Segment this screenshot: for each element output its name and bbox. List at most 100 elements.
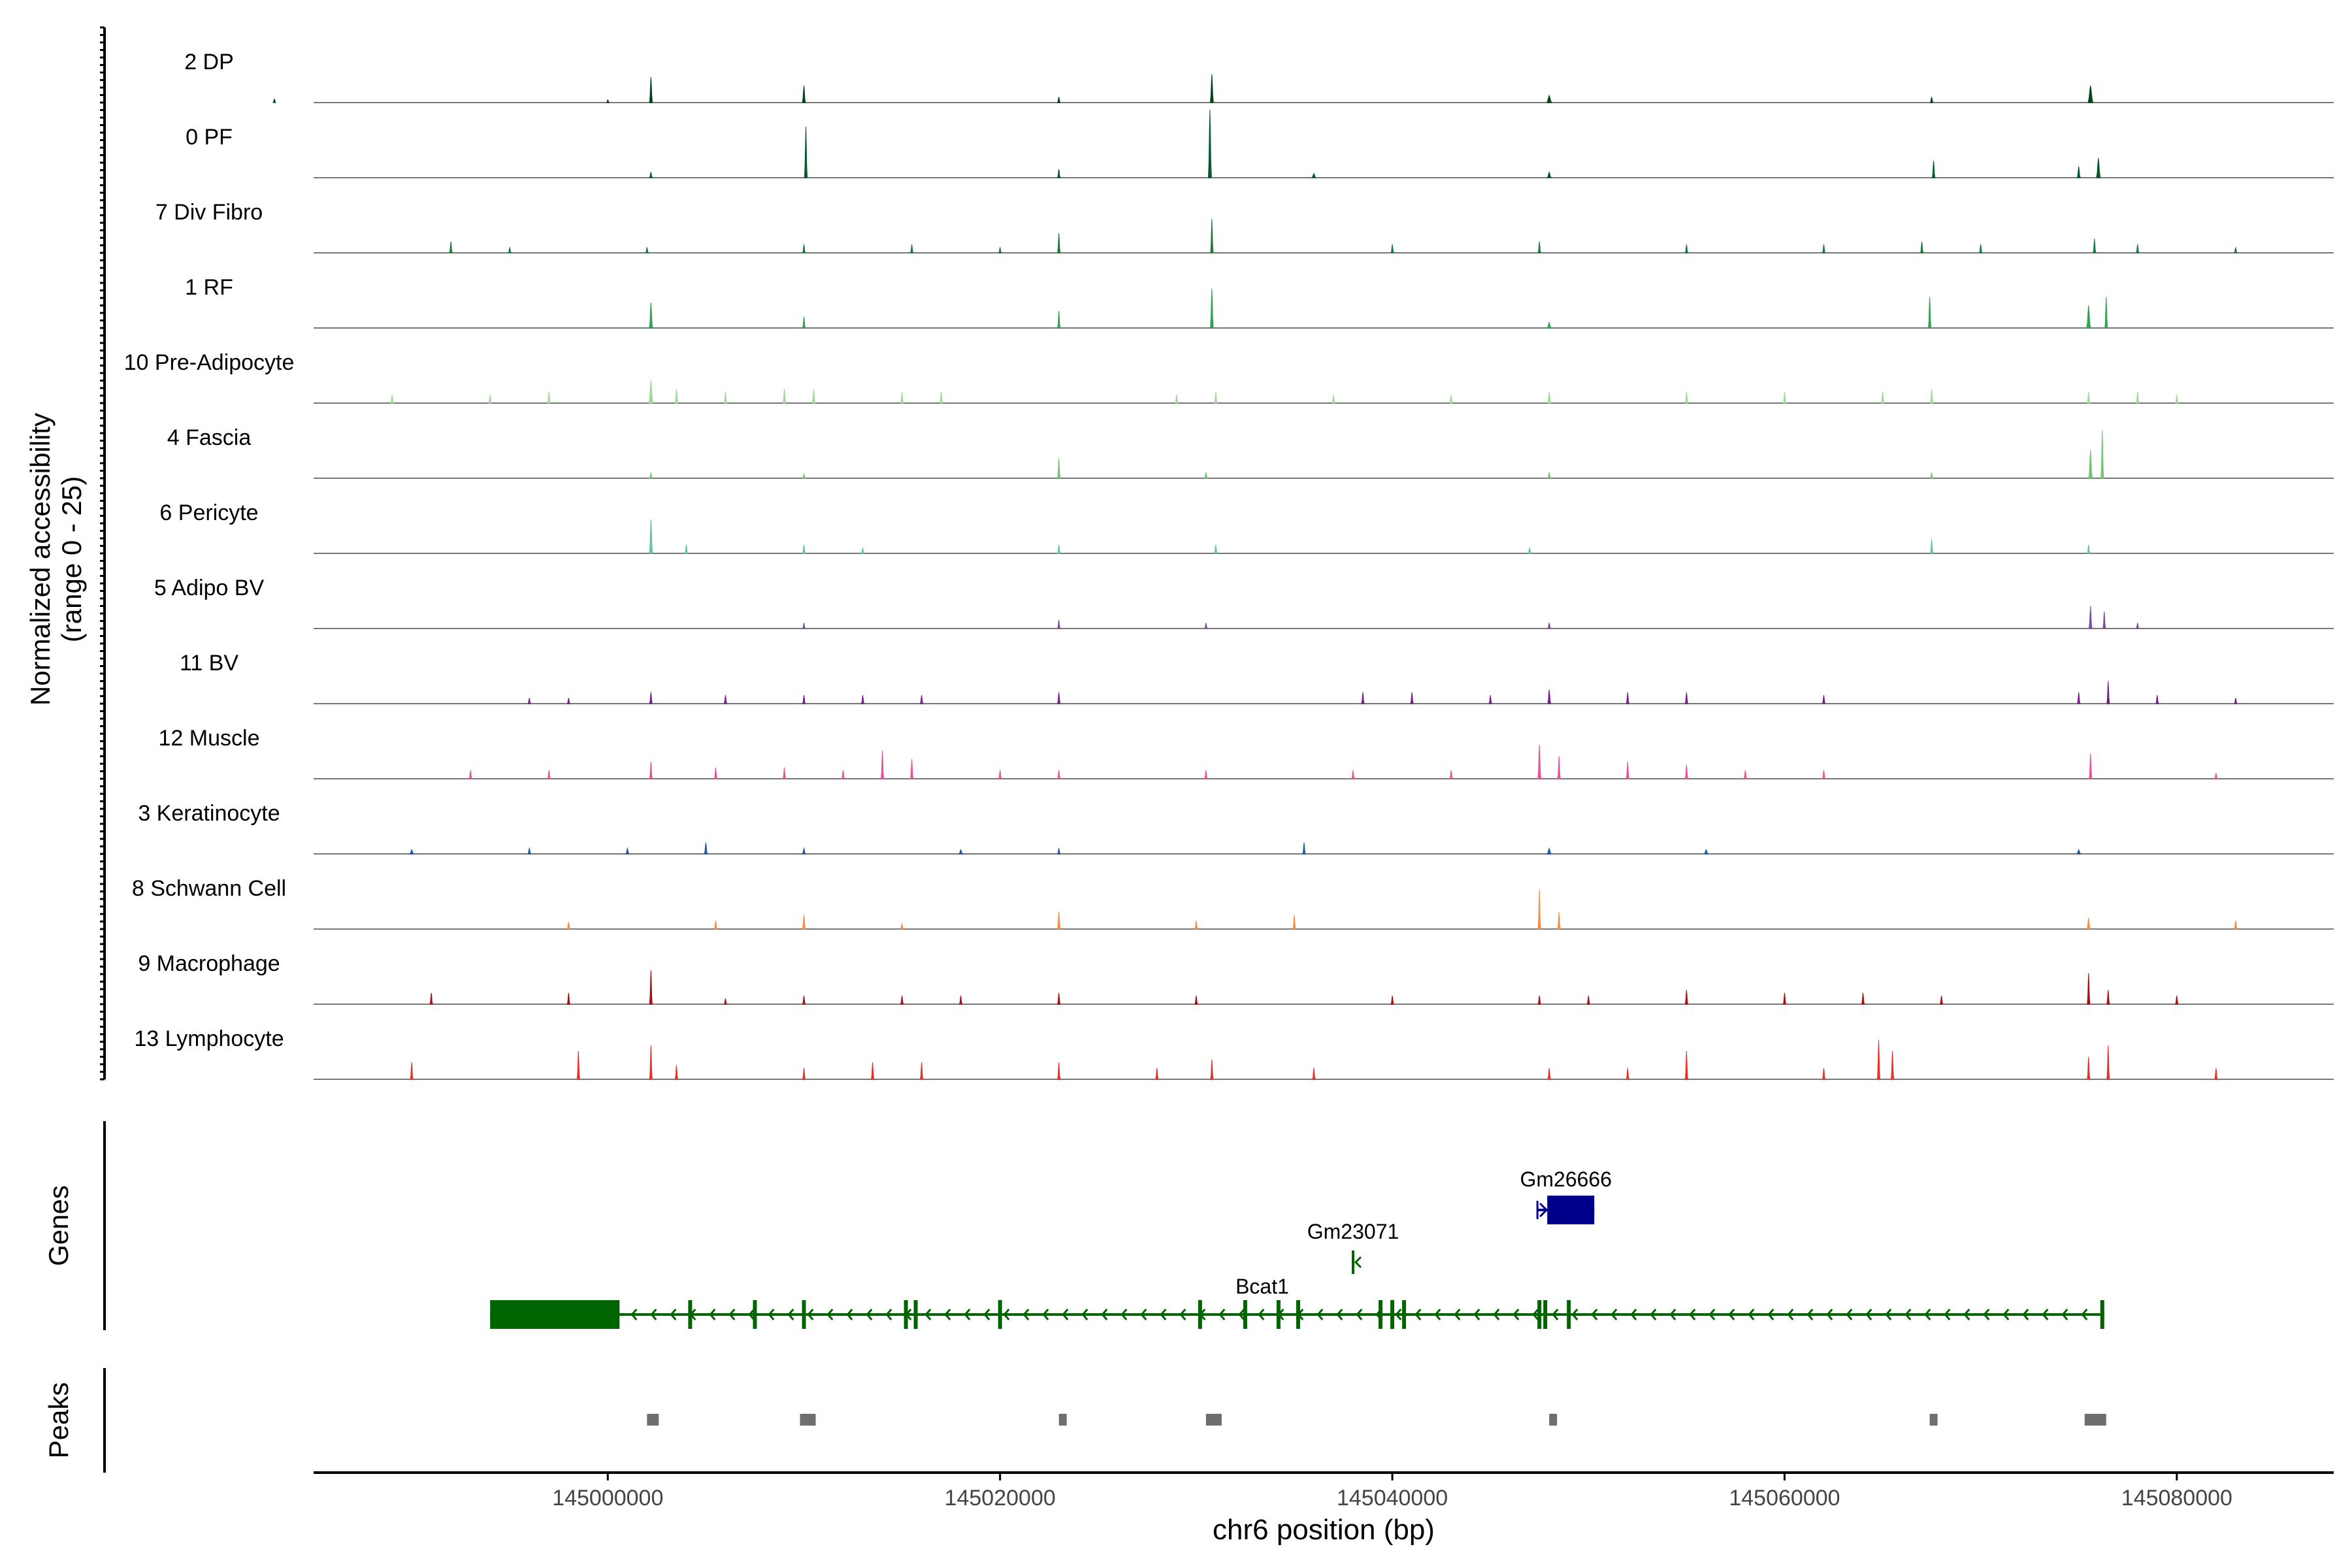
track-label: 10 Pre-Adipocyte — [124, 350, 295, 375]
coverage-peak — [2093, 238, 2097, 253]
coverage-peak — [909, 244, 914, 253]
strand-arrow — [944, 1309, 951, 1320]
gene-label: Bcat1 — [1235, 1275, 1289, 1298]
coverage-peak — [802, 1068, 806, 1080]
strand-arrow — [1238, 1309, 1245, 1320]
coverage-peak — [1210, 219, 1214, 253]
coverage-peak — [1546, 847, 1552, 855]
strand-arrow — [728, 1309, 736, 1320]
coverage-peak — [547, 391, 551, 404]
gene-exon — [2100, 1300, 2104, 1329]
peak-region — [2084, 1414, 2106, 1426]
strand-arrow — [807, 1309, 814, 1320]
strand-arrow — [2042, 1309, 2049, 1320]
coverage-peak — [804, 127, 808, 178]
gene-exon — [802, 1300, 806, 1329]
coverage-peak — [1302, 842, 1306, 855]
coverage-peak — [409, 849, 415, 855]
coverage-peak — [1204, 623, 1208, 629]
coverage-peak — [1928, 297, 1932, 329]
strand-arrow — [964, 1309, 971, 1320]
coverage-peak — [1057, 770, 1061, 779]
coverage-peak — [900, 923, 904, 930]
strand-arrow — [1552, 1309, 1559, 1320]
gene-label: Gm26666 — [1520, 1168, 1612, 1191]
strand-arrow — [1944, 1309, 1951, 1320]
strand-arrow — [787, 1309, 794, 1320]
coverage-peak — [1979, 244, 1983, 253]
coverage-track: 3 Keratinocyte — [138, 801, 2334, 855]
coverage-peak — [1214, 544, 1218, 554]
strand-arrow — [2002, 1309, 2010, 1320]
coverage-peak — [1546, 171, 1552, 178]
gene-label: Gm23071 — [1307, 1220, 1399, 1243]
gene-exon — [998, 1300, 1002, 1329]
peaks-track — [647, 1414, 2106, 1426]
coverage-track: 8 Schwann Cell — [132, 876, 2334, 930]
gene-exon — [1276, 1300, 1281, 1329]
coverage-peak — [649, 519, 653, 554]
coverage-peak — [2155, 694, 2159, 704]
track-label: 6 Pericyte — [159, 500, 258, 525]
gene-model: Bcat1 — [490, 1275, 2104, 1329]
coverage-peak — [1175, 394, 1179, 404]
coverage-track: 11 BV — [180, 651, 2334, 704]
coverage-peak — [2104, 297, 2108, 329]
coverage-peak — [802, 86, 806, 103]
coverage-peak — [2102, 612, 2106, 629]
x-tick-label: 145000000 — [552, 1486, 663, 1511]
coverage-peak — [2077, 692, 2081, 704]
coverage-peak — [723, 391, 728, 404]
coverage-track: 7 Div Fibro — [155, 200, 2334, 253]
strand-arrow — [1571, 1309, 1578, 1320]
strand-arrow — [1354, 1256, 1362, 1269]
strand-arrow — [2022, 1309, 2029, 1320]
strand-arrow — [1356, 1309, 1363, 1320]
strand-arrow — [846, 1309, 853, 1320]
y-axis-label-line1: Normalized accessibility — [25, 413, 56, 706]
coverage-peak — [2234, 920, 2238, 930]
coverage-peak — [1929, 472, 1934, 479]
gene-exon — [1390, 1300, 1395, 1329]
strand-arrow — [1924, 1309, 1931, 1320]
coverage-peak — [1547, 391, 1552, 404]
gene-exon — [1198, 1300, 1202, 1329]
coverage-peak — [1891, 1051, 1895, 1080]
coverage-peak — [566, 698, 571, 704]
coverage-peak — [1057, 544, 1061, 554]
coverage-peak — [1821, 244, 1826, 253]
coverage-peak — [2087, 544, 2091, 554]
coverage-peak — [566, 992, 570, 1005]
coverage-track: 9 Macrophage — [138, 951, 2334, 1005]
strand-arrow — [748, 1309, 755, 1320]
coverage-peak — [1331, 394, 1335, 404]
coverage-track: 13 Lymphocyte — [134, 1026, 2334, 1080]
coverage-peak — [860, 547, 865, 554]
coverage-peak — [1703, 849, 1709, 855]
strand-arrow — [1081, 1309, 1088, 1320]
coverage-peak — [1488, 694, 1492, 704]
gene-exon — [1243, 1300, 1247, 1329]
coverage-peak — [1210, 288, 1214, 329]
track-label: 7 Div Fibro — [155, 200, 263, 225]
coverage-peak — [958, 995, 963, 1005]
strand-arrow — [1512, 1309, 1520, 1320]
coverage-peak — [1557, 912, 1561, 930]
coverage-peak — [508, 247, 512, 253]
strand-arrow — [1689, 1309, 1696, 1320]
coverage-peak — [1625, 1068, 1629, 1080]
coverage-peak — [998, 770, 1002, 779]
coverage-peak — [1361, 692, 1365, 704]
strand-arrow — [1610, 1309, 1618, 1320]
coverage-peak — [1056, 848, 1061, 855]
track-label: 5 Adipo BV — [154, 576, 265, 600]
coverage-peak — [811, 389, 816, 404]
coverage-peak — [1929, 97, 1934, 103]
coverage-peak — [802, 623, 806, 629]
coverage-peak — [2076, 849, 2082, 855]
track-label: 8 Schwann Cell — [132, 876, 286, 901]
coverage-peak — [802, 244, 806, 253]
strand-arrow — [1767, 1309, 1774, 1320]
strand-arrow — [1539, 1202, 1548, 1218]
